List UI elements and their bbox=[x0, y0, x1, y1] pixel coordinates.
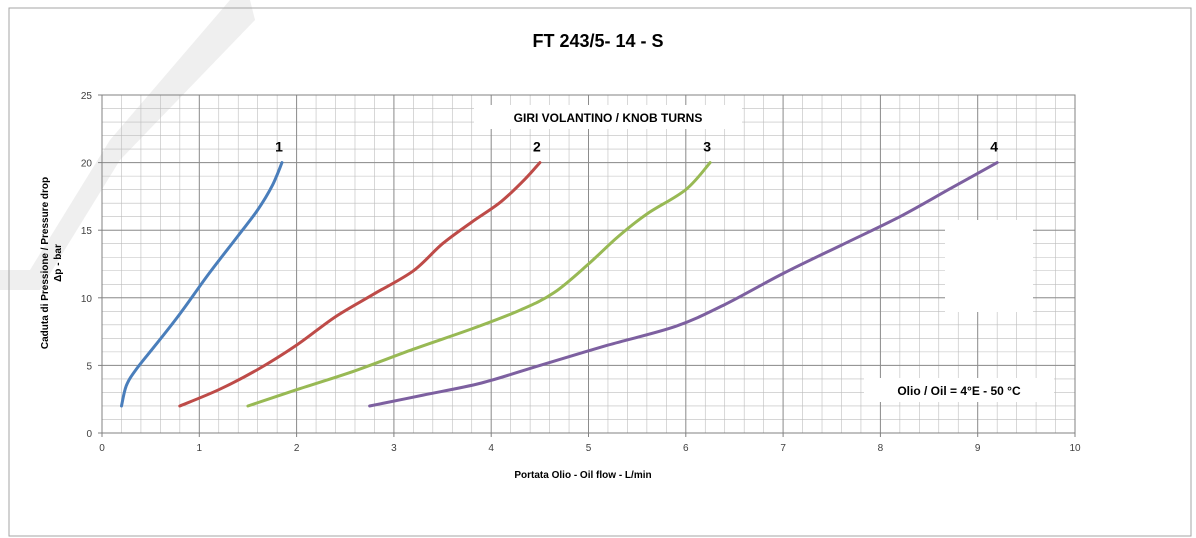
y-axis-label: Caduta di Pressione / Pressure drop Δp -… bbox=[40, 177, 64, 349]
oil-label-bg bbox=[864, 378, 1054, 402]
oil-label: Olio / Oil = 4°E - 50 °C bbox=[897, 384, 1021, 398]
y-tick-label: 25 bbox=[81, 91, 93, 102]
y-tick-label: 20 bbox=[81, 159, 93, 170]
x-axis-label: Portata Olio - Oil flow - L/min bbox=[514, 470, 651, 481]
y-axis-label-line2: Δp - bar bbox=[53, 244, 64, 282]
y-tick-label: 0 bbox=[86, 429, 92, 440]
x-tick-label: 5 bbox=[586, 443, 592, 454]
series-line-3 bbox=[246, 161, 712, 408]
x-tick-label: 10 bbox=[1069, 443, 1081, 454]
chart-title: FT 243/5- 14 - S bbox=[532, 31, 663, 51]
series-line-4 bbox=[368, 161, 999, 408]
series-label-3: 3 bbox=[703, 139, 711, 155]
x-tick-label: 0 bbox=[99, 443, 105, 454]
axes: 0 1 2 3 4 5 6 7 8 9 10 0 5 10 15 20 25 bbox=[81, 91, 1081, 454]
watermark-arrow-icon bbox=[0, 0, 255, 290]
x-tick-label: 1 bbox=[197, 443, 203, 454]
knob-turns-label: GIRI VOLANTINO / KNOB TURNS bbox=[514, 111, 703, 125]
plot-series: 1 2 3 4 bbox=[120, 139, 999, 408]
x-tick-label: 8 bbox=[878, 443, 884, 454]
x-tick-label: 9 bbox=[975, 443, 981, 454]
x-tick-label: 6 bbox=[683, 443, 689, 454]
y-tick-label: 15 bbox=[81, 226, 93, 237]
y-tick-label: 5 bbox=[86, 361, 92, 372]
series-line-2 bbox=[178, 161, 542, 408]
y-axis-label-line1: Caduta di Pressione / Pressure drop bbox=[40, 177, 51, 349]
x-tick-label: 4 bbox=[488, 443, 494, 454]
x-tick-label: 2 bbox=[294, 443, 300, 454]
chart-border bbox=[8, 7, 1192, 537]
knob-turns-label-bg bbox=[474, 105, 742, 129]
x-tick-label: 7 bbox=[780, 443, 786, 454]
series-label-2: 2 bbox=[533, 139, 541, 155]
y-tick-label: 10 bbox=[81, 294, 93, 305]
series-label-4: 4 bbox=[990, 139, 998, 155]
blank-legend-box bbox=[945, 220, 1033, 312]
x-tick-label: 3 bbox=[391, 443, 397, 454]
series-label-1: 1 bbox=[275, 139, 283, 155]
series-line-1 bbox=[120, 161, 284, 408]
